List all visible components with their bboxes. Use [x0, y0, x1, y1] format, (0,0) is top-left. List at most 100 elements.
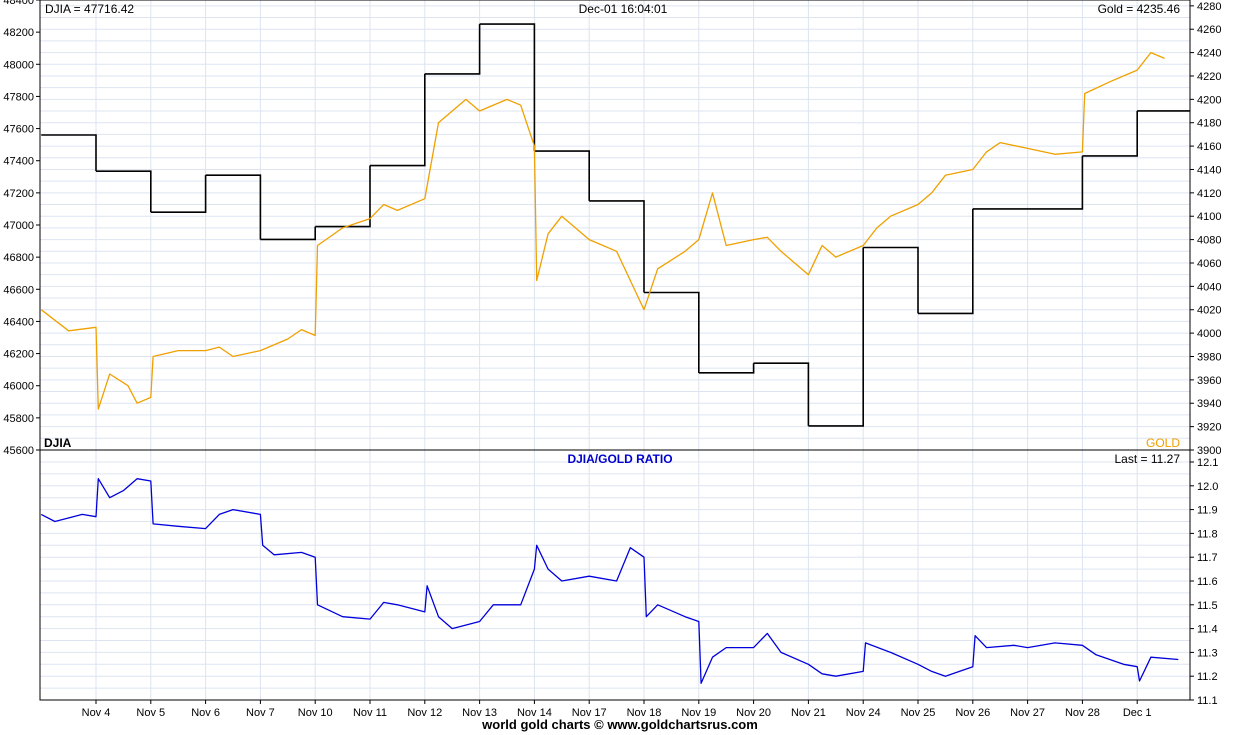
djia-tick-label: 46800: [3, 252, 34, 264]
gold-tick-label: 4060: [1197, 258, 1221, 270]
date-tick-label: Nov 25: [901, 707, 936, 719]
date-tick-label: Nov 6: [191, 707, 220, 719]
djia-readout: DJIA = 47716.42: [45, 2, 134, 16]
gold-tick-label: 4080: [1197, 235, 1221, 247]
ratio-tick-label: 11.1: [1197, 695, 1218, 707]
gold-tick-label: 4180: [1197, 118, 1221, 130]
ratio-title: DJIA/GOLD RATIO: [567, 452, 672, 466]
timestamp: Dec-01 16:04:01: [579, 2, 668, 16]
djia-tick-label: 47000: [3, 220, 34, 232]
gold-tick-label: 4220: [1197, 71, 1221, 83]
gold-tick-label: 3980: [1197, 351, 1221, 363]
gold-tick-label: 4140: [1197, 164, 1221, 176]
date-tick-label: Dec 1: [1123, 707, 1152, 719]
gold-tick-label: 4240: [1197, 48, 1221, 60]
djia-step: [753, 362, 810, 426]
gold-tick-label: 3920: [1197, 422, 1221, 434]
djia-step: [260, 226, 316, 241]
djia-step: [370, 73, 426, 167]
ratio-tick-label: 11.7: [1197, 552, 1218, 564]
djia-step: [589, 200, 645, 293]
ratio-axis: 11.1 11.2 11.3 11.4 11.5 11.6 11.7 11.8 11.9 12.0…: [1190, 457, 1218, 707]
gold-tick-label: 4040: [1197, 281, 1221, 293]
date-tick-label: Nov 27: [1010, 707, 1045, 719]
gold-tick-label: 4000: [1197, 328, 1221, 340]
ratio-tick-label: 11.4: [1197, 624, 1218, 636]
djia-step: [479, 23, 536, 152]
djia-step: [698, 363, 755, 374]
footer-credit: world gold charts © www.goldchartsrus.co…: [482, 717, 758, 732]
ratio-tick-label: 11.5: [1197, 600, 1218, 612]
gold-tick-label: 4280: [1197, 1, 1221, 13]
gold-label: GOLD: [1146, 436, 1180, 450]
gold-tick-label: 4120: [1197, 188, 1221, 200]
gold-tick-label: 4200: [1197, 94, 1221, 106]
gold-tick-label: 4160: [1197, 141, 1221, 153]
djia-step: [972, 155, 1084, 210]
date-tick-label: Nov 21: [791, 707, 826, 719]
gold-tick-label: 4260: [1197, 24, 1221, 36]
djia-tick-label: 45800: [3, 413, 34, 425]
ratio-tick-label: 11.6: [1197, 576, 1218, 588]
top-panel-grid: [40, 5, 1190, 451]
djia-step: [205, 174, 262, 240]
gold-tick-label: 3900: [1197, 445, 1221, 457]
djia-tick-label: 47400: [3, 156, 34, 168]
djia-label: DJIA: [44, 436, 72, 450]
gold-series: [40, 51, 1165, 410]
djia-step: [644, 291, 700, 373]
djia-tick-label: 46000: [3, 381, 34, 393]
date-tick-label: Nov 26: [955, 707, 990, 719]
vertical-gridlines: [95, 0, 1138, 700]
djia-step: [41, 134, 97, 172]
djia-step: [424, 24, 481, 75]
gold-line: [40, 51, 1165, 410]
djia-step: [150, 175, 207, 213]
djia-tick-label: 47600: [3, 124, 34, 136]
date-tick-label: Nov 11: [353, 707, 387, 719]
djia-tick-label: 48400: [3, 0, 34, 7]
gold-tick-label: 3940: [1197, 398, 1221, 410]
djia-step: [315, 165, 371, 228]
date-tick-label: Nov 19: [681, 707, 716, 719]
djia-tick-label: 48200: [3, 27, 34, 39]
date-tick-label: Nov 13: [462, 707, 497, 719]
date-axis: Nov 4 Nov 5 Nov 6 Nov 7 Nov 10 Nov 11 Nov 12 No…: [82, 700, 1152, 719]
ratio-tick-label: 11.3: [1197, 647, 1218, 659]
ratio-tick-label: 12.1: [1197, 457, 1218, 469]
date-tick-label: Nov 28: [1065, 707, 1100, 719]
ratio-tick-label: 11.8: [1197, 528, 1218, 540]
ratio-tick-label: 12.0: [1197, 481, 1218, 493]
date-tick-label: Nov 14: [517, 707, 552, 719]
djia-tick-label: 45600: [3, 445, 34, 457]
ratio-tick-label: 11.9: [1197, 505, 1218, 517]
djia-step: [863, 246, 919, 314]
djia-tick-label: 47200: [3, 188, 34, 200]
djia-tick-label: 47800: [3, 91, 34, 103]
gold-readout: Gold = 4235.46: [1098, 2, 1181, 16]
date-tick-label: Nov 17: [572, 707, 607, 719]
djia-step: [918, 208, 974, 315]
date-tick-label: Nov 24: [846, 707, 881, 719]
gold-axis: 3900 3920 3940 3960 3980 4000 4020 4040 4060 4080…: [1190, 1, 1221, 457]
date-tick-label: Nov 10: [298, 707, 333, 719]
gold-tick-label: 4020: [1197, 305, 1221, 317]
gold-tick-label: 4100: [1197, 211, 1221, 223]
djia-axis: 45600 45800 46000 46200 46400 46600 46800 47000…: [3, 0, 40, 457]
djia-tick-label: 46200: [3, 349, 34, 361]
ratio-last: Last = 11.27: [1115, 452, 1181, 466]
ratio-series: [40, 478, 1179, 684]
djia-step: [1082, 110, 1138, 157]
djia-step: [96, 170, 152, 213]
djia-step: [534, 150, 590, 201]
gold-tick-label: 3960: [1197, 375, 1221, 387]
djia-tick-label: 46600: [3, 284, 34, 296]
djia-series: [41, 23, 1190, 427]
ratio-line: [40, 478, 1179, 684]
date-tick-label: Nov 5: [136, 707, 165, 719]
plot-frame: [39, 0, 1191, 701]
date-tick-label: Nov 12: [407, 707, 442, 719]
date-tick-label: Nov 18: [627, 707, 662, 719]
date-tick-label: Nov 20: [736, 707, 771, 719]
